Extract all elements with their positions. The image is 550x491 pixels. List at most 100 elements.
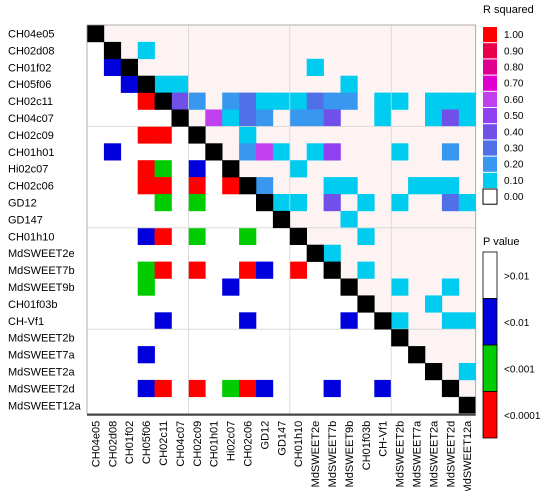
r2-cell-empty <box>340 109 358 127</box>
r2-cell-empty <box>340 194 358 211</box>
p-value-cell <box>103 58 122 76</box>
p-value-tick: <0.001 <box>504 364 535 375</box>
row-label: MdSWEET2b <box>8 333 75 345</box>
p-value-cell <box>154 126 172 144</box>
r2-cell-empty <box>458 295 476 313</box>
r2-cell-empty <box>391 75 409 93</box>
p-value-cell <box>239 379 257 398</box>
p-value-cell <box>120 75 138 93</box>
p-value-cell <box>188 194 206 212</box>
r2-cell-empty <box>306 25 324 42</box>
row-label: CH04e05 <box>8 28 54 40</box>
r2-cell <box>391 92 409 110</box>
r2-cell-empty <box>425 244 442 262</box>
r2-cell <box>425 177 443 195</box>
p-value-cell <box>154 194 172 212</box>
r2-cell-empty <box>357 25 375 42</box>
r2-cell-empty <box>425 75 442 93</box>
r2-cell <box>425 109 443 127</box>
r2-cell-empty <box>323 58 341 76</box>
r2-cell-empty <box>306 194 324 211</box>
r2-cell <box>340 92 358 110</box>
row-label: CH02d08 <box>8 45 54 57</box>
r2-cell-empty <box>222 41 240 59</box>
row-label: MdSWEET12a <box>8 400 82 412</box>
r2-cell <box>357 227 375 245</box>
r2-cell-empty <box>272 177 290 194</box>
r-squared-swatch <box>483 43 497 59</box>
r2-cell <box>340 210 358 229</box>
column-label: CH04e05 <box>90 421 102 467</box>
r2-cell <box>154 75 172 93</box>
r2-cell <box>205 109 223 127</box>
r2-cell-empty <box>441 25 459 42</box>
r2-cell <box>391 143 409 161</box>
r2-cell-empty <box>188 109 206 127</box>
r2-cell-empty <box>222 25 240 42</box>
r2-cell-empty <box>408 210 425 228</box>
r2-cell <box>391 278 409 296</box>
r2-cell-empty <box>137 58 155 76</box>
r2-cell-empty <box>391 261 409 279</box>
diagonal-cell <box>154 92 172 110</box>
row-label: GD12 <box>8 197 37 209</box>
r2-cell-empty <box>408 194 425 211</box>
r2-cell-empty <box>391 126 409 144</box>
r2-cell-empty <box>289 126 307 144</box>
r2-cell <box>374 109 392 127</box>
r2-cell <box>239 109 257 127</box>
r2-cell <box>289 194 307 212</box>
r2-cell-empty <box>425 346 442 363</box>
r2-cell-empty <box>408 261 425 279</box>
column-label: MdSWEET2b <box>395 421 407 488</box>
p-value-swatch <box>482 298 498 346</box>
p-value-cell <box>137 379 155 398</box>
p-value-cell <box>188 177 206 195</box>
r2-cell-empty <box>120 41 138 59</box>
diagonal-cell <box>408 346 426 364</box>
r2-cell-empty <box>357 278 375 296</box>
r-squared-legend: R squared 1.00 0.90 0.80 0.70 0.60 0.50 0.40 0.… <box>482 4 534 205</box>
r2-cell-empty <box>357 41 375 59</box>
r-squared-legend-title: R squared <box>483 4 534 16</box>
r2-cell <box>441 278 460 296</box>
r2-cell <box>137 41 155 60</box>
row-label: CH04c07 <box>8 113 54 125</box>
row-label: CH01h01 <box>8 147 54 159</box>
column-label: CH01h01 <box>209 421 221 467</box>
r-squared-swatch <box>483 156 497 172</box>
p-value-cell <box>154 177 172 195</box>
p-value-cell <box>239 312 257 330</box>
r2-cell <box>289 160 307 178</box>
r2-cell-empty <box>239 58 256 76</box>
diagonal-cell <box>103 41 122 60</box>
r2-cell-empty <box>408 244 425 262</box>
r2-cell <box>340 75 358 93</box>
r2-cell-empty <box>458 278 476 296</box>
diagonal-cell <box>137 75 155 93</box>
r2-cell <box>391 312 409 330</box>
diagonal-cell <box>272 210 291 229</box>
r2-cell-empty <box>357 177 375 194</box>
r2-cell <box>239 126 257 144</box>
row-label: CH01f02 <box>8 62 51 74</box>
column-label: CH04c07 <box>175 421 187 467</box>
r2-cell-empty <box>323 41 341 59</box>
diagonal-cell <box>425 363 443 381</box>
r2-cell <box>256 109 274 127</box>
r2-cell-empty <box>441 329 459 347</box>
r2-cell <box>323 194 341 212</box>
column-label: GD147 <box>276 421 288 456</box>
r2-cell-empty <box>120 25 138 42</box>
p-value-cell <box>154 312 172 330</box>
r2-cell-empty <box>154 58 172 76</box>
r-squared-tick: 0.60 <box>504 95 524 106</box>
r2-cell <box>222 92 240 110</box>
r2-cell-empty <box>357 92 375 110</box>
p-value-tick: <0.0001 <box>504 411 541 422</box>
r2-cell-empty <box>458 177 476 194</box>
r2-cell-empty <box>458 346 476 363</box>
r2-cell-empty <box>458 25 476 42</box>
column-label: CH02d08 <box>107 421 119 467</box>
r2-cell-empty <box>323 210 341 228</box>
